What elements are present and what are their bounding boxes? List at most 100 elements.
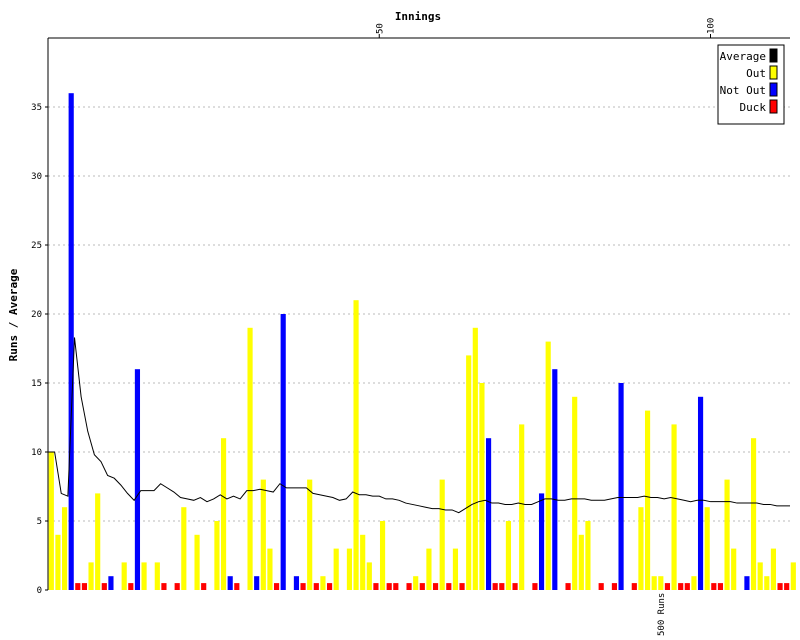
out-bar (452, 548, 459, 590)
out-bar (353, 300, 359, 590)
not-out-bar (538, 493, 545, 590)
y-tick-label: 25 (31, 241, 42, 251)
duck-bar (532, 583, 538, 590)
duck-bar (81, 583, 88, 590)
out-bar (413, 576, 419, 590)
legend-label-out: Out (746, 67, 766, 80)
not-out-bar (697, 396, 704, 590)
out-bar (585, 521, 591, 590)
out-bar (651, 576, 657, 590)
out-bar (519, 424, 525, 590)
not-out-bar (68, 93, 74, 590)
out-bar (644, 410, 651, 590)
out-bar (214, 521, 220, 590)
legend-label-duck: Duck (740, 101, 767, 114)
out-bar (48, 452, 54, 590)
duck-bar (784, 583, 790, 590)
y-tick-label: 15 (31, 379, 42, 389)
out-bar (346, 548, 353, 590)
duck-bar (499, 583, 505, 590)
duck-bar (678, 583, 684, 590)
not-out-bar (254, 576, 260, 590)
y-tick-label: 0 (37, 586, 42, 596)
out-bar (750, 438, 757, 590)
duck-bar (386, 583, 392, 590)
out-bar (88, 562, 94, 590)
out-bar (638, 507, 644, 590)
duck-bar (459, 583, 465, 590)
out-bar (121, 562, 127, 590)
out-bar (790, 562, 796, 590)
average-line-group (48, 337, 790, 514)
out-bar (61, 507, 68, 590)
out-bar (55, 534, 61, 590)
y-tick-label: 10 (31, 448, 42, 458)
legend-swatch-out (769, 65, 778, 80)
average-line (48, 337, 790, 514)
out-bar (181, 507, 187, 590)
out-bar (333, 548, 339, 590)
out-bar (360, 534, 366, 590)
duck-bar (684, 583, 690, 590)
duck-bar (446, 583, 452, 590)
duck-bar (326, 583, 333, 590)
legend-item-out: Out (746, 65, 778, 80)
out-bar (141, 562, 147, 590)
x-tick-label: 100 (707, 18, 717, 34)
duck-bar (273, 583, 280, 590)
not-out-bar (552, 369, 558, 590)
legend-swatch-average (769, 48, 778, 63)
y-tick-label: 30 (31, 172, 42, 182)
not-out-bar (134, 369, 141, 590)
duck-bar (128, 583, 134, 590)
out-bar (757, 562, 763, 590)
out-bar (379, 521, 386, 590)
duck-bar (373, 583, 379, 590)
duck-bar (512, 583, 518, 590)
x-axis-label: Innings (395, 10, 441, 23)
duck-bar (419, 583, 425, 590)
out-bar (247, 327, 253, 590)
duck-bar (234, 583, 240, 590)
duck-bar (777, 583, 783, 590)
out-bar (671, 424, 677, 590)
out-bar (770, 548, 777, 590)
out-bar (466, 355, 472, 590)
duck-bar (711, 583, 717, 590)
duck-bar (406, 583, 412, 590)
not-out-bar (293, 576, 300, 590)
out-bar (320, 576, 326, 590)
out-bar (731, 548, 737, 590)
duck-bar (565, 583, 571, 590)
duck-bar (101, 583, 107, 590)
y-tick-label: 35 (31, 103, 42, 113)
y-axis-label: Runs / Average (7, 268, 20, 361)
duck-bar (717, 583, 724, 590)
duck-bar (174, 583, 180, 590)
legend-item-average: Average (720, 48, 778, 63)
out-bar (366, 562, 372, 590)
out-bar (658, 576, 664, 590)
out-bar (572, 396, 578, 590)
duck-bar (161, 583, 167, 590)
out-bar (260, 479, 266, 590)
legend-label-average: Average (720, 50, 766, 63)
out-bar (724, 479, 730, 590)
legend-swatch-not-out (769, 82, 778, 97)
duck-bar (432, 583, 439, 590)
duck-bar (492, 583, 498, 590)
not-out-bar (744, 576, 750, 590)
out-bar (545, 341, 551, 590)
legend-item-not-out: Not Out (720, 82, 778, 97)
out-bar (472, 327, 478, 590)
duck-bar (393, 583, 399, 590)
duck-bar (201, 583, 207, 590)
y-tick-label: 20 (31, 310, 42, 320)
duck-bar (75, 583, 81, 590)
duck-bar (300, 583, 306, 590)
not-out-bar (618, 383, 624, 590)
bars (48, 93, 796, 590)
duck-bar (313, 583, 319, 590)
gridlines (48, 106, 790, 522)
out-bar (95, 493, 101, 590)
